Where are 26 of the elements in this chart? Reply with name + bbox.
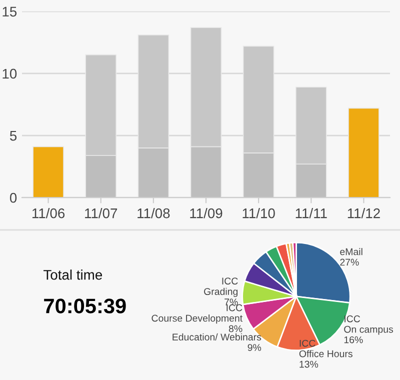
data-label: 7% [224,298,238,306]
text: Total time [44,270,102,280]
slice-label: Education/ Webinars [172,333,262,340]
x-tick-label: 11/11 [296,208,327,218]
x-tick-label: 11/12 [348,208,380,218]
x-tick-label: 11/10 [242,208,275,218]
data-label: 13% [300,360,318,368]
slice-label: ICC On campus [344,315,394,335]
bar [32,146,64,198]
slice-label: ICC Course Development [152,304,243,324]
y-tick-label: 5 [10,131,17,141]
x-tick-label: 11/09 [190,208,222,218]
slice-label: eMail [340,248,362,256]
x-tick-label: 11/06 [32,208,65,218]
data-label: 16% [344,336,363,344]
x-tick-label: 11/07 [85,208,118,218]
x-tick-label: 11/08 [138,208,170,218]
data-label: 9% [248,344,262,351]
y-tick-label: 15 [2,6,17,17]
text: 70:05:39 [44,298,126,314]
slice-label: ICC Grading [204,278,238,297]
data-label: 27% [340,258,359,266]
bar [348,108,380,198]
y-tick-label: 0 [10,192,17,203]
y-tick-label: 10 [2,68,17,79]
data-label: 8% [228,325,242,332]
